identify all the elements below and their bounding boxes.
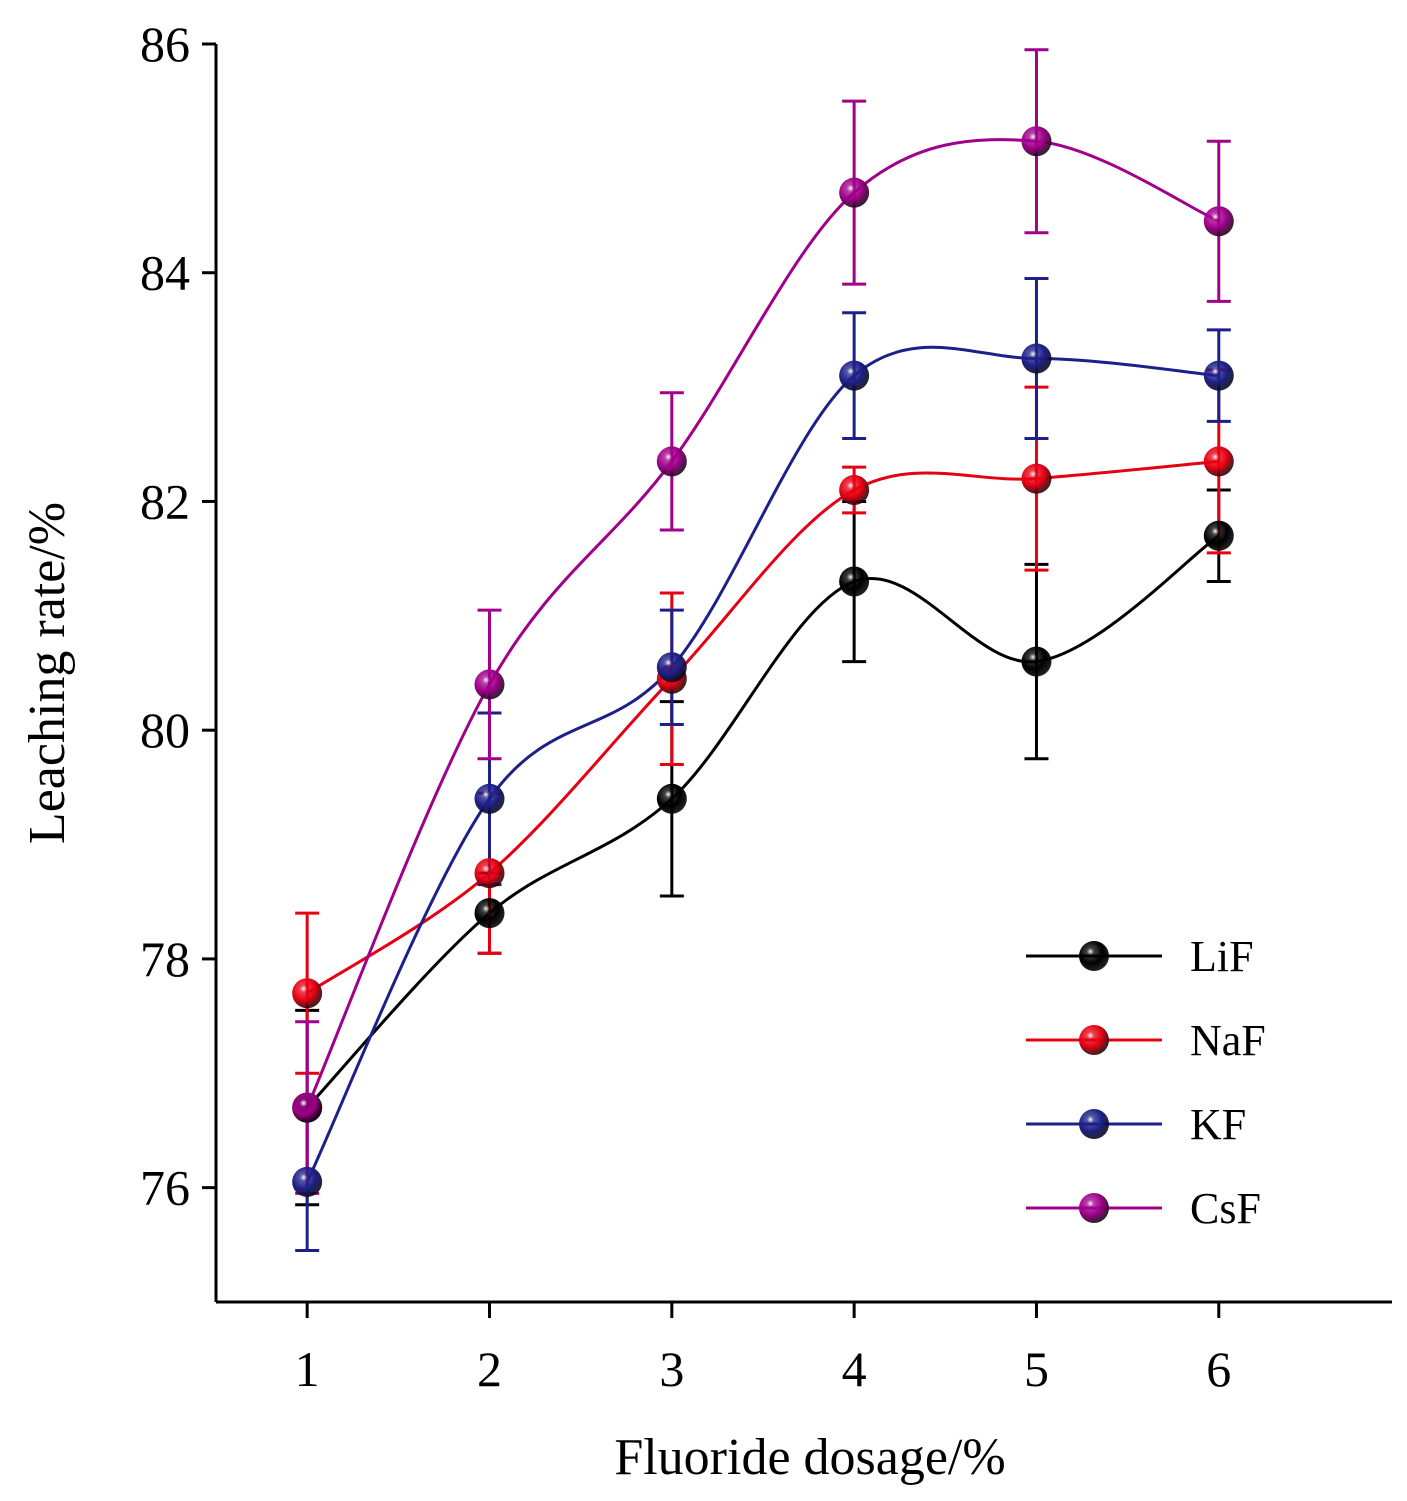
- y-tick-label: 80: [140, 702, 190, 758]
- x-axis-title: Fluoride dosage/%: [614, 1429, 1005, 1486]
- legend-entry-csf: CsF: [1026, 1184, 1261, 1233]
- series-line-naf: [306, 459, 1219, 995]
- legend-marker: [1079, 1193, 1109, 1223]
- data-point-kf: [292, 1166, 323, 1197]
- x-tick-label: 4: [842, 1341, 867, 1397]
- x-tick-label: 2: [477, 1341, 502, 1397]
- legend-entry-kf: KF: [1026, 1100, 1246, 1149]
- y-tick-label: 76: [140, 1160, 190, 1216]
- data-point-kf: [474, 783, 505, 814]
- y-tick-label: 84: [140, 245, 190, 301]
- x-tick-label: 6: [1206, 1341, 1231, 1397]
- data-point-lif: [1203, 520, 1234, 551]
- y-tick-label: 82: [140, 473, 190, 529]
- series-line-kf: [305, 345, 1219, 1183]
- legend-label: CsF: [1190, 1184, 1261, 1233]
- series-line-lif: [306, 534, 1220, 1109]
- x-tick-label: 5: [1024, 1341, 1049, 1397]
- y-tick-label: 78: [140, 931, 190, 987]
- data-point-naf: [474, 858, 505, 889]
- data-point-csf: [1203, 206, 1234, 237]
- data-point-csf: [656, 446, 687, 477]
- x-tick-label: 1: [295, 1341, 320, 1397]
- data-point-lif: [474, 898, 505, 929]
- data-point-naf: [292, 978, 323, 1009]
- legend-entry-lif: LiF: [1026, 932, 1254, 981]
- legend-label: KF: [1190, 1100, 1246, 1149]
- data-point-csf: [292, 1092, 323, 1123]
- data-point-lif: [839, 566, 870, 597]
- data-point-kf: [656, 652, 687, 683]
- axes: [214, 44, 1392, 1304]
- data-point-kf: [1021, 343, 1052, 374]
- y-tick-label: 86: [140, 16, 190, 72]
- y-ticks: 76 78 80 82 84 86: [140, 16, 216, 1216]
- x-tick-label: 3: [659, 1341, 684, 1397]
- data-point-naf: [1021, 463, 1052, 494]
- x-ticks: 1 2 3 4 5 6: [295, 1302, 1231, 1397]
- legend-marker: [1079, 1109, 1109, 1139]
- data-point-lif: [1021, 646, 1052, 677]
- data-point-naf: [839, 475, 870, 506]
- data-point-lif: [656, 783, 687, 814]
- data-point-csf: [474, 669, 505, 700]
- data-point-kf: [1203, 360, 1234, 391]
- legend: LiF NaF KF CsF: [1026, 932, 1266, 1233]
- legend-label: NaF: [1190, 1016, 1266, 1065]
- data-point-csf: [839, 177, 870, 208]
- legend-marker: [1079, 941, 1109, 971]
- y-axis-title: Leaching rate/%: [19, 502, 76, 844]
- data-point-csf: [1021, 126, 1052, 157]
- series-layer: [292, 48, 1234, 1253]
- legend-entry-naf: NaF: [1026, 1016, 1266, 1065]
- legend-marker: [1079, 1025, 1109, 1055]
- data-point-kf: [839, 360, 870, 391]
- legend-label: LiF: [1190, 932, 1254, 981]
- data-point-naf: [1203, 446, 1234, 477]
